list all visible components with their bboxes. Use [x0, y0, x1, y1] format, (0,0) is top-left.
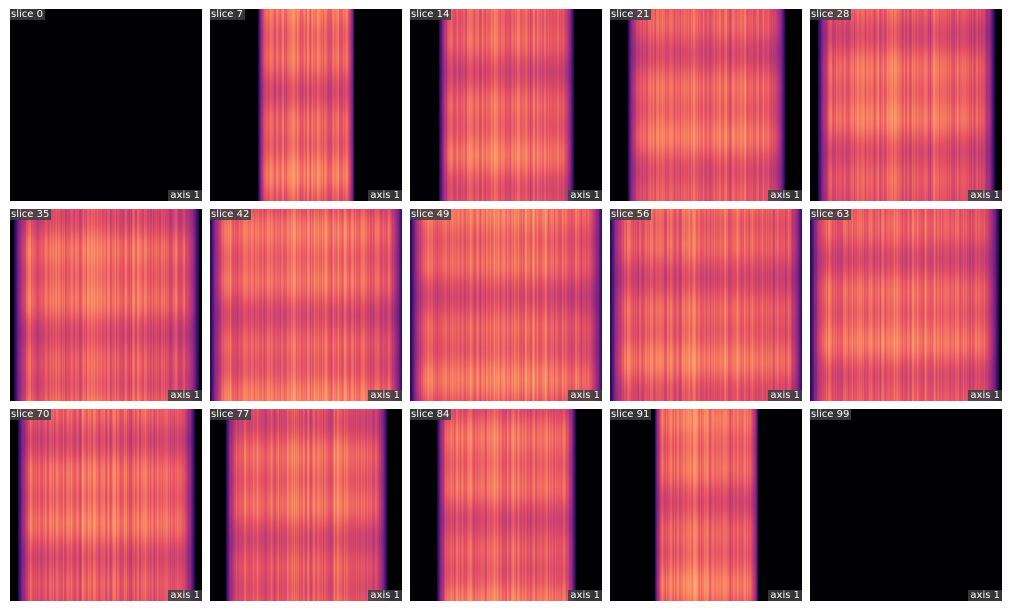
slice-tile: slice 28 axis 1	[810, 9, 1002, 201]
slice-label: slice 35	[10, 209, 52, 220]
slice-label: slice 0	[10, 9, 45, 20]
slice-tile: slice 91 axis 1	[610, 409, 802, 601]
axis-label: axis 1	[768, 590, 802, 601]
axis-label: axis 1	[768, 390, 802, 401]
axis-label: axis 1	[368, 390, 402, 401]
slice-label: slice 7	[210, 9, 245, 20]
slice-label: slice 42	[210, 209, 252, 220]
slice-tile: slice 7 axis 1	[210, 9, 402, 201]
slice-tile: slice 70 axis 1	[10, 409, 202, 601]
slice-label: slice 99	[810, 409, 852, 420]
axis-label: axis 1	[968, 390, 1002, 401]
slice-image	[10, 209, 202, 401]
slice-image	[810, 209, 1002, 401]
axis-label: axis 1	[368, 190, 402, 201]
axis-label: axis 1	[168, 390, 202, 401]
slice-image	[610, 209, 802, 401]
axis-label: axis 1	[968, 590, 1002, 601]
slice-tile: slice 0 axis 1	[10, 9, 202, 201]
slice-tile: slice 21 axis 1	[610, 9, 802, 201]
slice-label: slice 56	[610, 209, 652, 220]
slice-tile: slice 35 axis 1	[10, 209, 202, 401]
slice-image	[210, 209, 402, 401]
slice-image	[810, 9, 1002, 201]
slice-image	[210, 9, 402, 201]
slice-image	[410, 9, 602, 201]
slice-tile: slice 42 axis 1	[210, 209, 402, 401]
axis-label: axis 1	[768, 190, 802, 201]
slice-label: slice 77	[210, 409, 252, 420]
slice-tile: slice 63 axis 1	[810, 209, 1002, 401]
slice-tile: slice 14 axis 1	[410, 9, 602, 201]
slice-tile: slice 77 axis 1	[210, 409, 402, 601]
slice-label: slice 63	[810, 209, 852, 220]
axis-label: axis 1	[368, 590, 402, 601]
slice-image	[810, 409, 1002, 601]
slice-label: slice 91	[610, 409, 652, 420]
axis-label: axis 1	[568, 190, 602, 201]
axis-label: axis 1	[168, 590, 202, 601]
slice-image	[410, 409, 602, 601]
slice-label: slice 49	[410, 209, 452, 220]
slice-tile: slice 84 axis 1	[410, 409, 602, 601]
slice-label: slice 21	[610, 9, 652, 20]
slice-tile: slice 56 axis 1	[610, 209, 802, 401]
slice-image	[610, 9, 802, 201]
slice-label: slice 28	[810, 9, 852, 20]
slice-tile: slice 49 axis 1	[410, 209, 602, 401]
slice-image	[210, 409, 402, 601]
slice-tile: slice 99 axis 1	[810, 409, 1002, 601]
slice-image	[10, 9, 202, 201]
slice-label: slice 14	[410, 9, 452, 20]
axis-label: axis 1	[568, 390, 602, 401]
slice-image	[610, 409, 802, 601]
axis-label: axis 1	[568, 590, 602, 601]
slice-image	[410, 209, 602, 401]
axis-label: axis 1	[968, 190, 1002, 201]
slice-image	[10, 409, 202, 601]
slice-label: slice 70	[10, 409, 52, 420]
slice-label: slice 84	[410, 409, 452, 420]
axis-label: axis 1	[168, 190, 202, 201]
